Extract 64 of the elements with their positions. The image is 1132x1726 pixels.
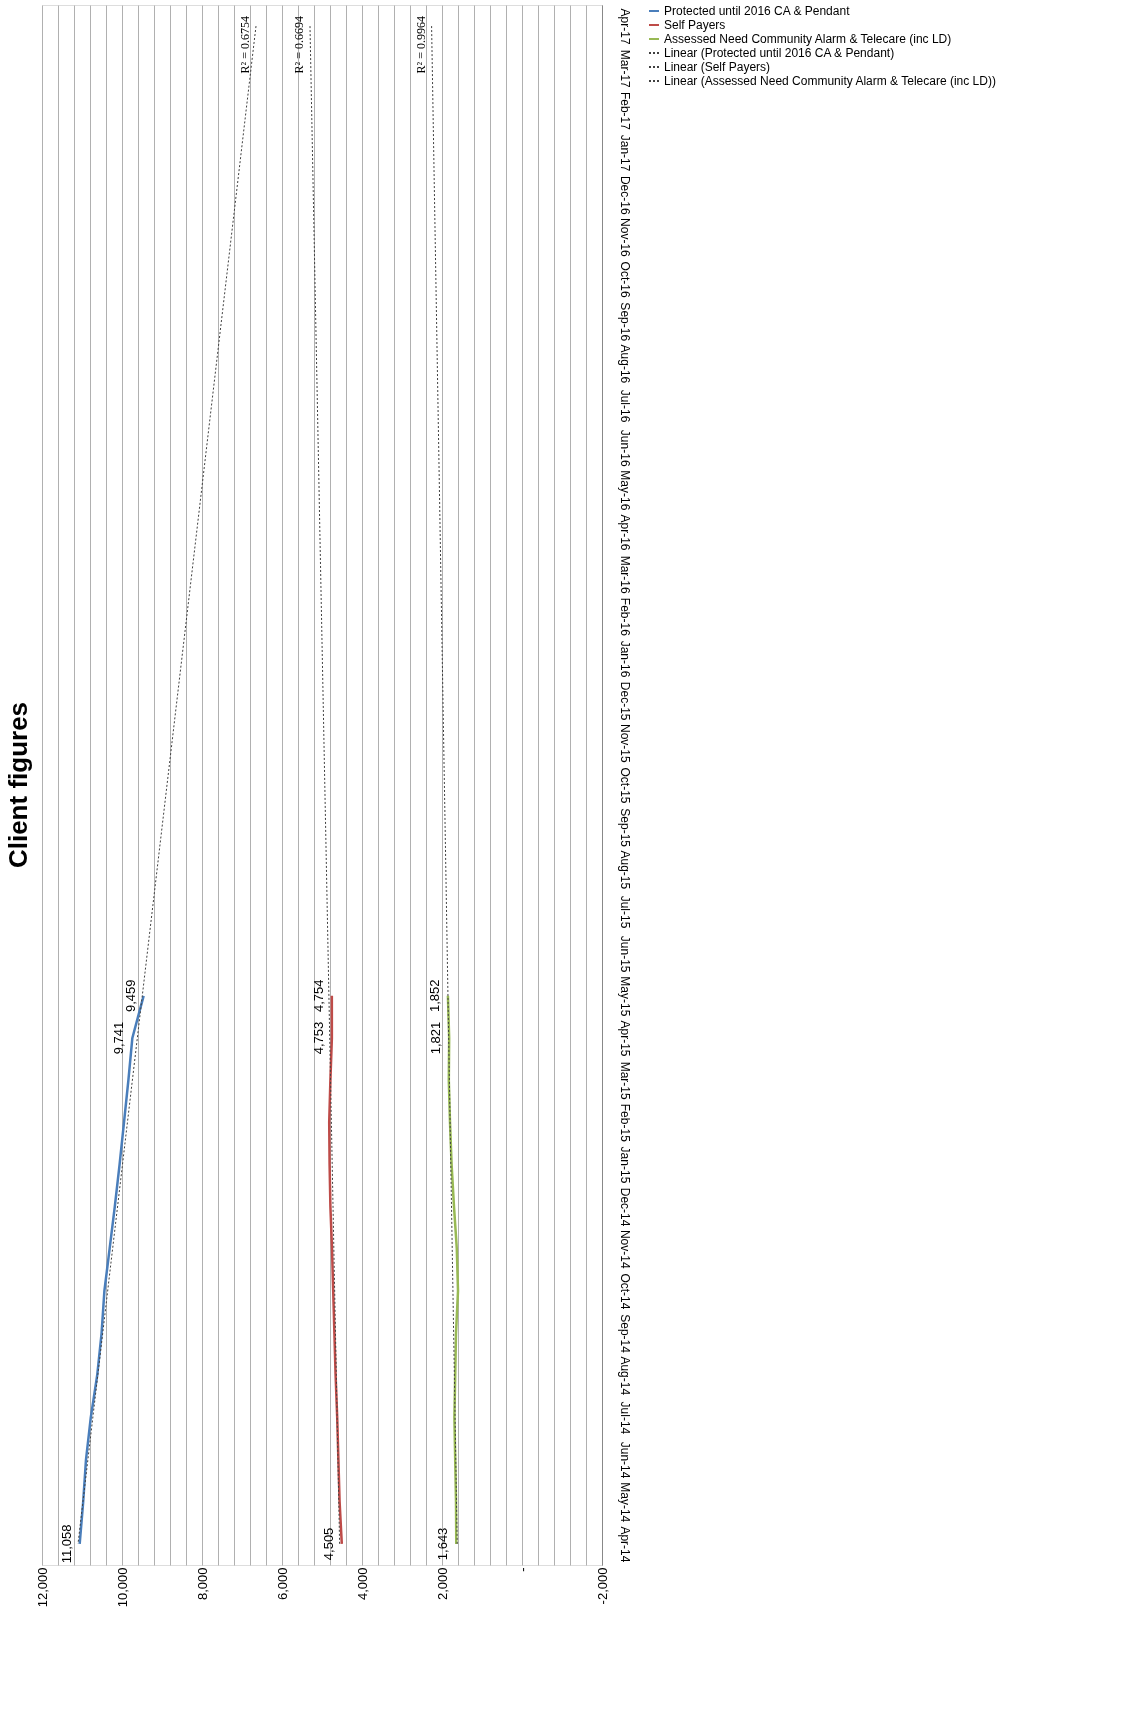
y-tick-label: Sep-16 [617, 302, 632, 342]
annotation: R² = 0.6754 [238, 16, 252, 74]
data-label: 4,753 [310, 1021, 326, 1055]
y-tick-label: Nov-15 [617, 723, 632, 763]
y-tick-label: Mar-16 [617, 555, 632, 595]
y-tick-label: Apr-15 [617, 1020, 632, 1057]
y-tick-label: Sep-14 [617, 1314, 632, 1354]
x-tick-label: 10,000 [114, 1567, 130, 1608]
y-tick-label: Apr-17 [617, 8, 632, 45]
y-tick-label: May-15 [617, 976, 632, 1017]
y-tick-label: Jan-16 [617, 640, 632, 678]
y-tick-label: Jun-14 [617, 1441, 632, 1479]
y-tick-label: Jun-15 [617, 935, 632, 973]
annotation: R² = 0.6694 [292, 16, 306, 74]
x-tick-label: 4,000 [354, 1567, 370, 1601]
y-tick-label: Dec-15 [617, 681, 632, 721]
y-tick-label: Mar-17 [617, 49, 632, 89]
y-tick-label: Sep-15 [617, 808, 632, 848]
y-tick-label: Jan-17 [617, 134, 632, 172]
y-tick-label: Jan-15 [617, 1146, 632, 1184]
y-tick-label: Oct-14 [617, 1273, 632, 1310]
x-tick-label: 12,000 [34, 1567, 50, 1608]
y-tick-label: Feb-15 [617, 1103, 632, 1143]
x-tick-label: 6,000 [274, 1567, 290, 1601]
x-tick-label: 8,000 [194, 1567, 210, 1601]
annotation: R² = 0.9964 [413, 16, 428, 74]
y-tick-label: Aug-16 [617, 344, 632, 384]
data-label: 4,754 [310, 979, 326, 1013]
data-label: 9,741 [111, 1021, 127, 1055]
data-label: 9,459 [122, 979, 138, 1013]
legend-label: Protected until 2016 CA & Pendant [664, 4, 851, 18]
data-label: 1,821 [428, 1021, 444, 1055]
legend-label: Linear (Protected until 2016 CA & Pendant) [664, 46, 895, 60]
y-tick-label: Oct-16 [617, 261, 632, 298]
y-tick-label: Jul-14 [617, 1401, 632, 1435]
y-tick-label: Feb-16 [617, 597, 632, 637]
x-tick-label: - [514, 1567, 530, 1572]
x-tick-label: -2,000 [594, 1567, 610, 1605]
y-tick-label: Aug-15 [617, 850, 632, 890]
text: Client figures [3, 701, 33, 869]
y-tick-label: Jul-16 [617, 389, 632, 423]
y-tick-label: Apr-14 [617, 1526, 632, 1563]
y-tick-label: May-16 [617, 470, 632, 511]
data-label: 1,643 [435, 1527, 451, 1561]
y-tick-label: Nov-16 [617, 218, 632, 258]
y-tick-label: Dec-16 [617, 175, 632, 215]
y-tick-label: May-14 [617, 1482, 632, 1523]
data-label: 4,505 [320, 1527, 336, 1561]
x-tick-label: 2,000 [434, 1567, 450, 1601]
data-label: 11,058 [58, 1524, 74, 1564]
y-tick-label: Aug-14 [617, 1356, 632, 1396]
y-tick-label: Mar-15 [617, 1061, 632, 1100]
y-tick-label: Nov-14 [617, 1229, 632, 1269]
legend-label: Assessed Need Community Alarm & Telecare (inc LD) [664, 32, 952, 46]
data-label: 1,852 [426, 979, 442, 1013]
y-tick-label: Jul-15 [617, 895, 632, 929]
y-tick-label: Oct-15 [617, 767, 632, 804]
y-tick-label: Jun-16 [617, 429, 632, 467]
y-tick-label: Apr-16 [617, 514, 632, 551]
legend-label: Linear (Assessed Need Community Alarm & Telecare (inc LD)) [664, 74, 996, 88]
y-tick-label: Feb-17 [617, 91, 632, 131]
legend-label: Self Payers [664, 18, 726, 32]
legend-label: Linear (Self Payers) [664, 60, 771, 74]
y-tick-label: Dec-14 [617, 1187, 632, 1227]
